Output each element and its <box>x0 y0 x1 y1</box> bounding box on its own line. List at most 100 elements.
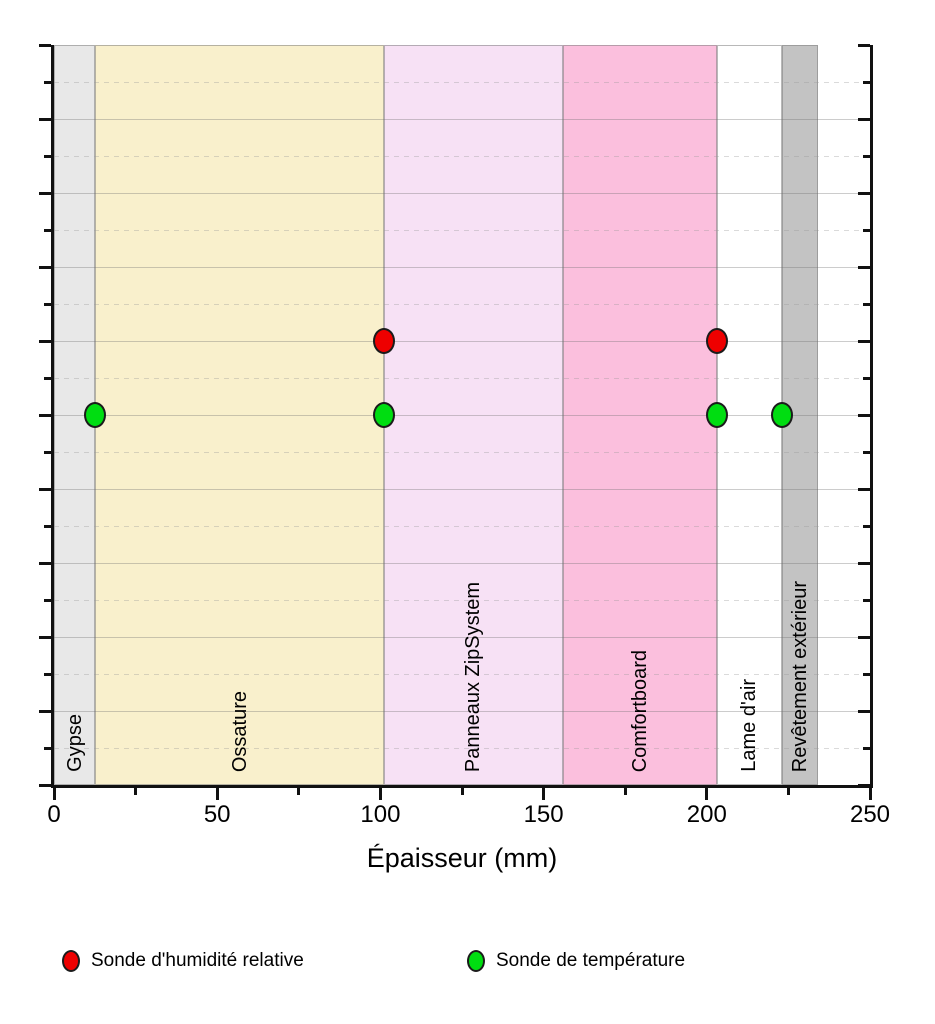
major-gridline <box>54 710 870 712</box>
major-gridline <box>54 488 870 490</box>
y-minor-tick <box>863 450 870 454</box>
minor-gridline <box>54 599 870 601</box>
minor-gridline <box>54 525 870 527</box>
layer-band-panneaux-zipsystem <box>383 45 564 785</box>
sonde-de-temperature-point <box>705 402 728 428</box>
y-major-tick <box>858 265 870 269</box>
y-major-tick <box>39 117 51 121</box>
x-major-tick <box>215 788 219 800</box>
y-major-tick <box>858 413 870 417</box>
y-minor-tick <box>863 524 870 528</box>
y-major-tick <box>858 191 870 195</box>
x-minor-tick <box>623 788 627 795</box>
legend-item-temperature: Sonde de température <box>467 950 685 972</box>
y-major-tick <box>39 783 51 787</box>
major-gridline <box>54 414 870 416</box>
layer-label-revetement-exterieur: Revêtement extérieur <box>788 580 811 772</box>
temperature-sensor-marker-icon <box>467 950 485 972</box>
x-tick-label: 200 <box>686 801 727 828</box>
y-major-tick <box>858 487 870 491</box>
y-major-tick <box>858 635 870 639</box>
humidity-sensor-marker-icon <box>62 950 80 972</box>
major-gridline <box>54 636 870 638</box>
x-major-tick <box>378 788 382 800</box>
sonde-d-humidite-relative-point <box>372 328 395 354</box>
y-major-tick <box>39 191 51 195</box>
minor-gridline <box>54 377 870 379</box>
x-minor-tick <box>134 788 138 795</box>
x-minor-tick <box>297 788 301 795</box>
y-major-tick <box>858 117 870 121</box>
x-tick-label: 0 <box>47 801 61 828</box>
major-gridline <box>54 562 870 564</box>
major-gridline <box>54 118 870 120</box>
y-major-tick <box>39 339 51 343</box>
x-tick-label: 50 <box>203 801 231 828</box>
y-minor-tick <box>863 228 870 232</box>
y-major-tick <box>39 265 51 269</box>
y-minor-tick <box>863 376 870 380</box>
legend-label-humidity: Sonde d'humidité relative <box>91 950 304 971</box>
x-major-tick <box>542 788 546 800</box>
y-minor-tick <box>863 80 870 84</box>
y-minor-tick <box>44 376 51 380</box>
plot-area: Gypse Ossature Panneaux ZipSystem Comfortbo… <box>39 43 890 828</box>
y-minor-tick <box>863 672 870 676</box>
x-minor-tick <box>460 788 464 795</box>
minor-gridline <box>54 81 870 83</box>
layer-label-gypse: Gypse <box>63 714 86 772</box>
legend-item-humidity: Sonde d'humidité relative <box>62 950 304 972</box>
major-gridline <box>54 340 870 342</box>
x-axis-title: Épaisseur (mm) <box>366 843 558 873</box>
x-tick-label: 250 <box>849 801 891 828</box>
y-major-tick <box>858 43 870 47</box>
x-minor-tick <box>786 788 790 795</box>
x-axis-bottom <box>51 785 873 788</box>
layer-band-ossature <box>95 45 384 785</box>
minor-gridline <box>54 747 870 749</box>
major-gridline <box>54 266 870 268</box>
x-major-tick <box>705 788 709 800</box>
y-axis-left <box>51 45 54 788</box>
y-major-tick <box>39 413 51 417</box>
y-minor-tick <box>863 302 870 306</box>
y-major-tick <box>858 783 870 787</box>
y-major-tick <box>39 43 51 47</box>
sonde-de-temperature-point <box>770 402 793 428</box>
y-major-tick <box>39 709 51 713</box>
sonde-de-temperature-point <box>84 402 107 428</box>
y-major-tick <box>858 709 870 713</box>
layer-band-comfortboard <box>563 45 717 785</box>
x-tick-label: 150 <box>523 801 564 828</box>
y-major-tick <box>39 635 51 639</box>
y-major-tick <box>39 487 51 491</box>
y-minor-tick <box>44 80 51 84</box>
y-minor-tick <box>863 154 870 158</box>
x-major-tick <box>868 788 872 800</box>
sonde-d-humidite-relative-point <box>705 328 728 354</box>
y-minor-tick <box>44 524 51 528</box>
y-minor-tick <box>44 598 51 602</box>
layer-label-lame-d-air: Lame d'air <box>738 679 761 772</box>
major-gridline <box>54 192 870 194</box>
minor-gridline <box>54 229 870 231</box>
minor-gridline <box>54 673 870 675</box>
y-major-tick <box>858 339 870 343</box>
layer-label-ossature: Ossature <box>228 690 251 772</box>
y-minor-tick <box>44 228 51 232</box>
layer-label-comfortboard: Comfortboard <box>628 649 651 772</box>
legend-label-temperature: Sonde de température <box>496 950 686 971</box>
y-minor-tick <box>44 302 51 306</box>
layer-label-panneaux-zipsystem: Panneaux ZipSystem <box>462 581 485 772</box>
minor-gridline <box>54 303 870 305</box>
y-major-tick <box>858 561 870 565</box>
y-minor-tick <box>44 746 51 750</box>
y-minor-tick <box>44 450 51 454</box>
y-minor-tick <box>863 598 870 602</box>
y-major-tick <box>39 561 51 565</box>
y-minor-tick <box>44 154 51 158</box>
minor-gridline <box>54 155 870 157</box>
y-minor-tick <box>44 672 51 676</box>
x-tick-label: 100 <box>360 801 401 828</box>
